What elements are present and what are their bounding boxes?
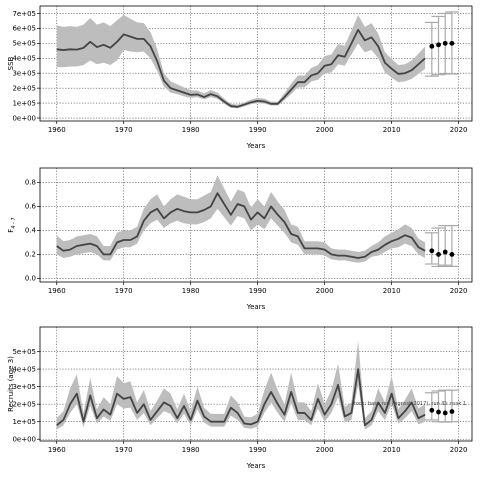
f-estimate-line [56, 192, 426, 259]
recruits-x-axis: 1960 1970 1980 1990 2000 2010 2020 [48, 441, 468, 454]
recruits-y-axis-title: Recruits (age 3) [7, 356, 15, 412]
f-confidence-area [56, 175, 426, 263]
recruits-projection-point [442, 410, 448, 416]
ssb-x-tick-label: 1990 [249, 126, 267, 134]
recruits-y-axis: 0e+00 1e+05 2e+05 3e+05 4e+05 5e+05 [12, 348, 40, 444]
ssb-y-tick-label: 5e+05 [12, 40, 36, 48]
recruits-x-tick-label: 2000 [316, 446, 334, 454]
f-projection-point [429, 248, 435, 254]
ssb-y-tick-label: 2e+05 [12, 84, 36, 92]
f-series [56, 192, 426, 259]
f-projection [424, 225, 459, 267]
ssb-projection-point [442, 40, 448, 46]
recruits-x-tick-label: 1960 [48, 446, 66, 454]
recruits-x-tick-label: 1990 [249, 446, 267, 454]
recruits-confidence-area [56, 341, 426, 430]
recruits-projection-point [429, 407, 435, 413]
f-y-axis: 0.0 0.2 0.4 0.6 0.8 [25, 179, 40, 283]
ssb-panel: 0e+00 1e+05 2e+05 3e+05 4e+05 5e+05 6e+05 7e+05… [7, 5, 473, 150]
recruits-y-tick-label: 0e+00 [12, 436, 36, 444]
recruits-estimate-line [56, 368, 426, 427]
f-x-tick-label: 1970 [115, 287, 133, 295]
ssb-y-axis-title: SSB [7, 56, 15, 70]
ssb-series [56, 28, 426, 108]
recruits-x-axis-title: Years [246, 462, 266, 470]
ssb-x-axis-title: Years [246, 142, 266, 150]
f-x-axis: 1960 1970 1980 1990 2000 2010 2020 [48, 282, 468, 295]
recruits-y-tick-label: 1e+05 [12, 418, 36, 426]
f-x-tick-label: 2000 [316, 287, 334, 295]
ssb-y-axis: 0e+00 1e+05 2e+05 3e+05 4e+05 5e+05 6e+05 7e+05 [12, 10, 40, 122]
recruits-y-tick-label: 5e+05 [12, 348, 36, 356]
recruits-y-tick-label: 3e+05 [12, 383, 36, 391]
ssb-projection-point [436, 42, 441, 48]
ssb-x-tick-label: 1980 [182, 126, 200, 134]
ssb-plot-frame [39, 5, 473, 122]
recruits-projection-point [436, 409, 441, 415]
f-panel: 0.0 0.2 0.4 0.6 0.8 1960 1970 1980 1990 2000 2010… [7, 167, 473, 311]
recruits-x-tick-label: 2010 [383, 446, 401, 454]
f-x-tick-label: 1980 [182, 287, 200, 295]
f-x-axis-title: Years [246, 303, 266, 311]
recruits-projection [424, 389, 459, 423]
ssb-y-tick-label: 6e+05 [12, 25, 36, 33]
recruits-y-tick-label: 2e+05 [12, 400, 36, 408]
f-y-tick-label: 0.0 [25, 275, 36, 283]
recruits-plot-frame [39, 326, 473, 442]
ssb-y-tick-label: 3e+05 [12, 70, 36, 78]
ssb-y-tick-label: 1e+05 [12, 99, 36, 107]
ssb-y-tick-label: 0e+00 [12, 114, 36, 122]
recruits-x-tick-label: 2020 [450, 446, 468, 454]
f-x-tick-label: 1960 [48, 287, 66, 295]
f-x-tick-label: 2010 [383, 287, 401, 295]
ssb-projection [424, 11, 459, 77]
recruits-projection-point [449, 409, 455, 414]
ssb-projection-point [429, 43, 435, 49]
f-x-tick-label: 1990 [249, 287, 267, 295]
ssb-confidence-area [56, 14, 426, 109]
f-y-tick-label: 0.6 [25, 203, 37, 211]
f-y-axis-title: F4 - 7 [7, 217, 17, 232]
ssb-x-tick-label: 2020 [450, 126, 468, 134]
recruits-x-tick-label: 1980 [182, 446, 200, 454]
f-x-tick-label: 2020 [450, 287, 468, 295]
ssb-confidence-band [56, 14, 426, 109]
ssb-x-tick-label: 2000 [316, 126, 334, 134]
f-y-axis-title-main: F [7, 229, 15, 233]
f-plot-frame [39, 167, 473, 283]
ssb-projection-point [449, 40, 455, 46]
ssb-y-tick-label: 7e+05 [12, 10, 36, 18]
f-projection-point [436, 252, 441, 257]
ssb-y-tick-label: 4e+05 [12, 55, 36, 63]
recruits-y-tick-label: 4e+05 [12, 365, 36, 373]
recruits-x-tick-label: 1970 [115, 446, 133, 454]
f-confidence-band [56, 175, 426, 263]
ssb-estimate-line [56, 28, 426, 108]
f-y-tick-label: 0.8 [25, 179, 36, 187]
f-projection-point [449, 252, 455, 257]
ssb-x-axis: 1960 1970 1980 1990 2000 2010 2020 [48, 121, 468, 134]
f-y-tick-label: 0.2 [25, 251, 36, 259]
recruits-run-annotation: stock: base run (wgnssk 2017), run ID: n… [351, 401, 466, 407]
ssb-x-tick-label: 1960 [48, 126, 66, 134]
ssb-x-tick-label: 1970 [115, 126, 133, 134]
recruits-series [56, 368, 426, 427]
f-projection-point [442, 249, 448, 255]
f-y-tick-label: 0.4 [25, 227, 37, 235]
recruits-confidence-band [56, 341, 426, 430]
f-y-axis-title-subscript: 4 - 7 [11, 217, 17, 228]
ssb-x-tick-label: 2010 [383, 126, 401, 134]
